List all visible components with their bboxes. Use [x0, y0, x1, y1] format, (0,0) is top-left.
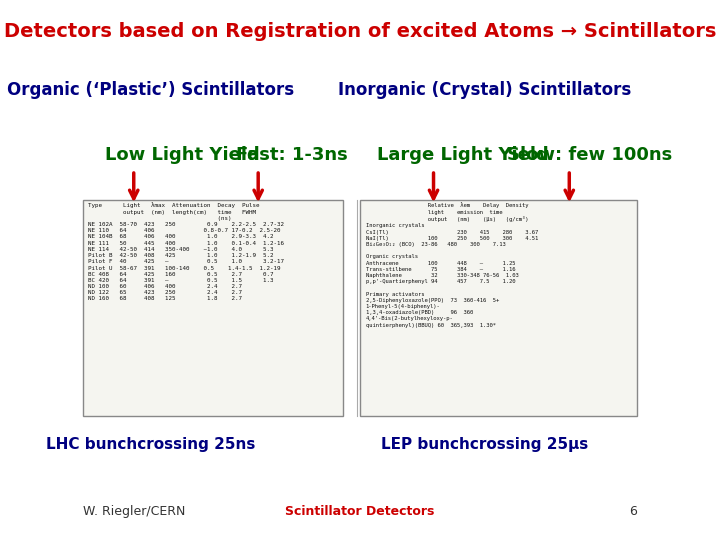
Text: 6: 6 [629, 505, 637, 518]
Text: Inorganic (Crystal) Scintillators: Inorganic (Crystal) Scintillators [338, 81, 631, 99]
Text: Detectors based on Registration of excited Atoms → Scintillators: Detectors based on Registration of excit… [4, 22, 716, 40]
FancyBboxPatch shape [83, 200, 343, 416]
Text: W. Riegler/CERN: W. Riegler/CERN [83, 505, 185, 518]
Text: Organic (‘Plastic’) Scintillators: Organic (‘Plastic’) Scintillators [7, 81, 294, 99]
Text: Relative  λem    Delay  Density
                   light    emission  time
     : Relative λem Delay Density light emissio… [366, 202, 538, 328]
Text: LHC bunchcrossing 25ns: LHC bunchcrossing 25ns [46, 437, 256, 453]
Text: LEP bunchcrossing 25μs: LEP bunchcrossing 25μs [381, 437, 588, 453]
Text: Fast: 1-3ns: Fast: 1-3ns [235, 146, 347, 164]
Text: Scintillator Detectors: Scintillator Detectors [285, 505, 435, 518]
Text: Low Light Yield: Low Light Yield [105, 146, 260, 164]
FancyBboxPatch shape [360, 200, 637, 416]
Text: Large Light Yield: Large Light Yield [377, 146, 549, 164]
Text: Slow: few 100ns: Slow: few 100ns [507, 146, 672, 164]
Text: Type      Light   λmax  Attenuation  Decay  Pulse
          output  (nm)  length: Type Light λmax Attenuation Decay Pulse … [89, 202, 284, 301]
